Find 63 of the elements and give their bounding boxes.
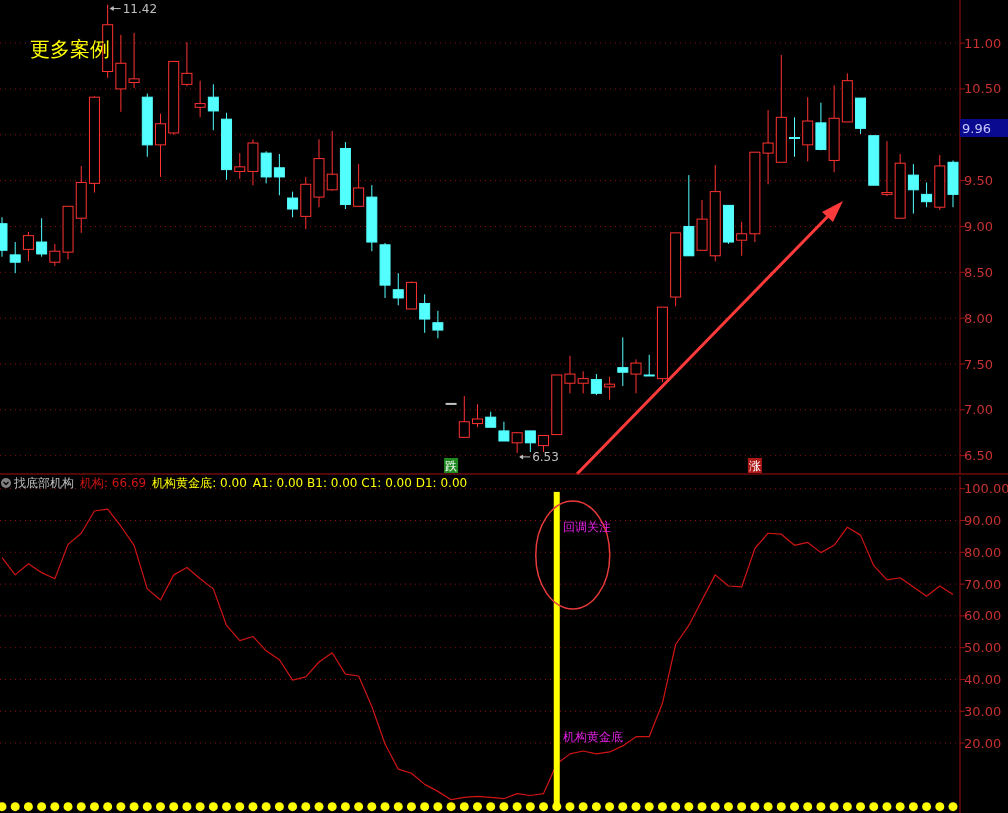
candlestick (498, 421, 510, 442)
candlestick (630, 358, 642, 394)
candlestick (802, 96, 814, 162)
annotation: A1: 0.00 B1: 0.00 C1: 0.00 D1: 0.00 (252, 476, 468, 490)
candlestick (392, 272, 404, 306)
candlestick (155, 113, 166, 178)
line-series (1, 508, 954, 801)
candlestick (524, 430, 536, 453)
y-tick-label: 90.00 (964, 513, 1002, 529)
candlestick (353, 163, 365, 207)
y-tick-label: 8.00 (964, 310, 993, 326)
candlestick (273, 153, 285, 196)
candlestick (590, 373, 602, 396)
y-tick-label: 7.50 (964, 356, 993, 372)
candlestick (617, 336, 629, 387)
candlestick (564, 355, 576, 394)
annotation: 涨 (748, 459, 761, 474)
candlestick (419, 293, 431, 334)
candlestick (881, 140, 893, 197)
y-tick-label: 9.00 (964, 219, 993, 235)
y-tick-label: 100.00 (964, 481, 1008, 497)
y-tick-label: 80.00 (964, 544, 1002, 560)
y-tick-label: 70.00 (964, 576, 1002, 592)
candlestick (36, 217, 48, 258)
candlestick (458, 395, 470, 438)
candlestick (604, 376, 616, 401)
y-tick-label: 20.00 (964, 735, 1002, 751)
candlestick (194, 80, 206, 118)
candlestick (260, 150, 272, 184)
y-tick-label: 40.00 (964, 672, 1002, 688)
y-tick-label: 8.50 (964, 264, 993, 280)
chart-title: 找底部机构 (13, 476, 74, 490)
candlestick (789, 116, 800, 158)
candlestick (643, 354, 655, 377)
annotation: 6.53 (532, 449, 559, 464)
candlestick (22, 231, 34, 262)
y-tick-label: 9.50 (964, 173, 993, 189)
candlestick (472, 403, 483, 428)
candlestick (736, 221, 748, 257)
candlestick (9, 241, 21, 274)
y-tick-label: 50.00 (964, 640, 1002, 656)
candlestick (234, 152, 246, 180)
candlestick (181, 41, 193, 87)
annotation: 机构黄金底 (562, 729, 623, 744)
text: 9.96 (962, 120, 991, 136)
annotation: 11.42 (122, 1, 158, 16)
candlestick (287, 191, 299, 218)
y-tick-label: 10.50 (964, 81, 1002, 97)
y-tick-label: 11.00 (964, 35, 1002, 51)
candlestick (921, 181, 933, 208)
candlestick (49, 243, 61, 267)
annotation: 机构: 66.69 (80, 476, 147, 490)
candlestick (907, 163, 919, 215)
y-tick-label: 30.00 (964, 703, 1002, 719)
annotation: 机构黄金底: 0.00 (152, 476, 247, 490)
candlestick (577, 370, 589, 394)
candlestick (432, 310, 444, 339)
y-tick-label: 60.00 (964, 608, 1002, 624)
candlestick (326, 130, 338, 192)
candlestick (207, 83, 219, 131)
annotation: 跌 (445, 459, 458, 474)
y-tick-label: 6.50 (964, 448, 993, 464)
y-tick-label: 7.00 (964, 402, 993, 418)
